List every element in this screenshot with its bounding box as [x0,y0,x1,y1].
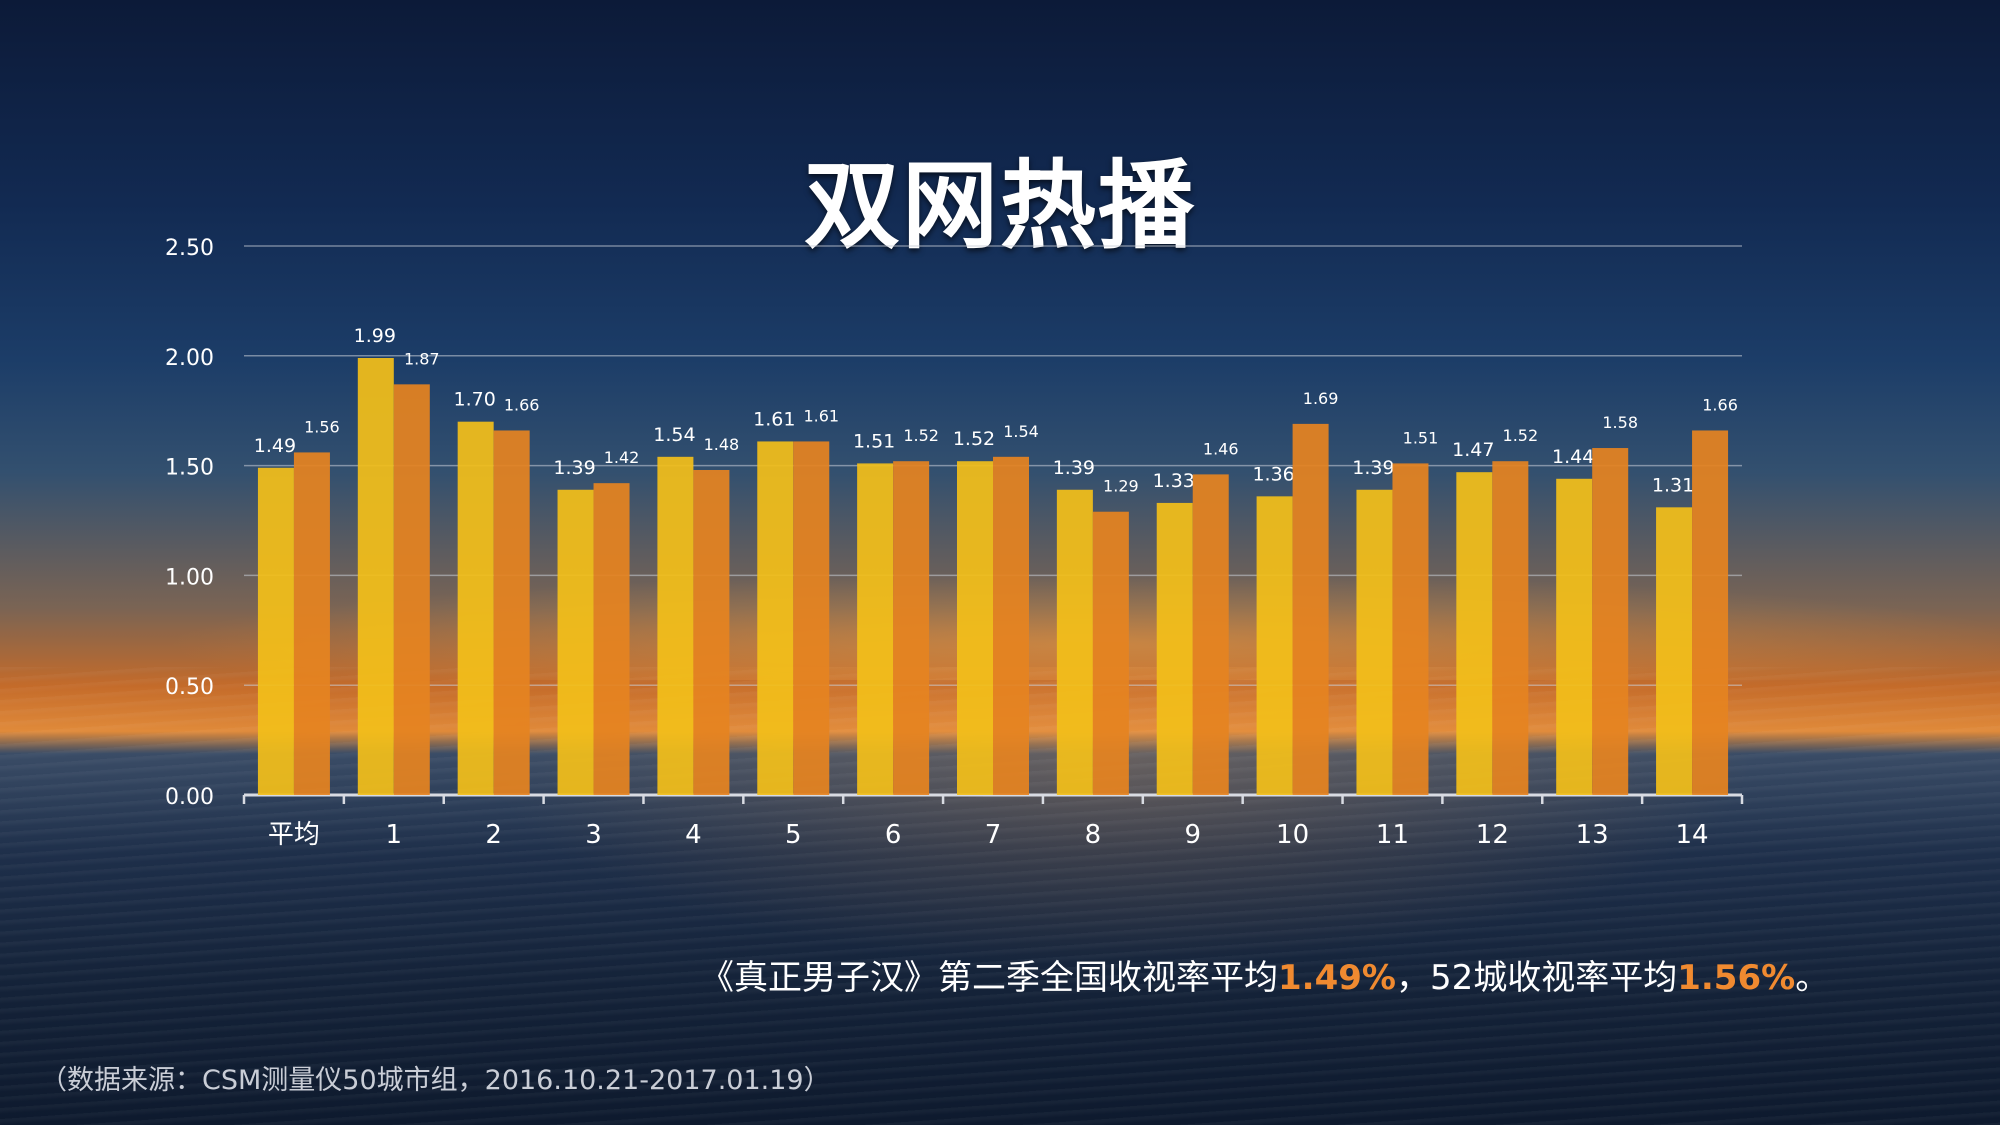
x-tick-label: 3 [585,820,602,850]
data-label-series-b: 1.52 [903,426,939,445]
x-tick-label: 12 [1476,820,1509,850]
bar-series-b [1092,511,1129,795]
summary-city-average: 1.56% [1677,958,1796,998]
bar-series-a [1256,496,1293,795]
summary-suffix: 。 [1795,958,1830,998]
bar-series-a [1456,472,1493,795]
data-label-series-a: 1.54 [653,424,695,446]
bar-series-b [1692,430,1729,795]
x-tick-label: 10 [1276,820,1309,850]
bar-series-b [1492,461,1529,795]
data-label-series-a: 1.44 [1552,446,1594,468]
y-tick-label: 1.50 [165,456,214,481]
bar-series-a [1156,502,1193,795]
x-tick-label: 13 [1576,820,1609,850]
bar-series-b [693,469,730,795]
bar-series-a [1656,507,1693,795]
bar-series-a [557,489,594,795]
data-label-series-a: 1.33 [1153,470,1195,492]
y-tick-label: 0.00 [165,785,214,810]
y-tick-label: 2.50 [165,236,214,261]
data-label-series-b: 1.29 [1103,477,1139,496]
x-tick-label: 11 [1376,820,1409,850]
bar-series-b [493,430,530,795]
x-tick-label: 9 [1184,820,1201,850]
x-tick-label: 4 [685,820,702,850]
x-tick-label: 2 [485,820,502,850]
x-tick-label: 1 [386,820,403,850]
data-label-series-a: 1.39 [1053,457,1095,479]
bar-series-a [1556,478,1593,795]
data-label-series-b: 1.51 [1403,428,1439,447]
data-label-series-b: 1.58 [1602,413,1638,432]
bar-series-a [657,456,694,795]
data-label-series-b: 1.66 [1702,395,1738,414]
x-tick-label: 6 [885,820,902,850]
data-label-series-b: 1.42 [604,448,640,467]
bar-series-a [757,441,794,795]
data-label-series-b: 1.46 [1203,439,1239,458]
data-label-series-a: 1.52 [953,428,995,450]
data-label-series-b: 1.56 [304,417,340,436]
data-label-series-b: 1.87 [404,349,440,368]
bar-series-b [593,483,630,795]
data-label-series-b: 1.52 [1503,426,1539,445]
data-label-series-b: 1.69 [1303,389,1339,408]
bar-series-a [257,467,294,795]
bar-series-b [1292,423,1329,795]
bar-series-b [893,461,930,795]
data-label-series-a: 1.39 [553,457,595,479]
data-label-series-b: 1.66 [504,395,540,414]
summary-prefix: 《真正男子汉》第二季全国收视率平均 [700,958,1278,998]
bar-series-b [1192,474,1229,795]
bar-series-b [293,452,330,795]
bar-series-b [993,456,1029,795]
x-tick-label: 14 [1676,820,1709,850]
x-tick-label: 平均 [268,820,320,850]
data-label-series-a: 1.70 [454,389,496,411]
source-note: （数据来源：CSM测量仪50城市组，2016.10.21-2017.01.19） [40,1065,831,1096]
bar-series-b [1392,463,1429,795]
bar-series-a [957,461,993,795]
data-label-series-a: 1.49 [254,435,296,457]
bar-series-a [457,421,494,795]
page-title: 双网热播 [804,150,1196,262]
summary-middle: ，52城收视率平均 [1395,958,1678,998]
summary-text: 《真正男子汉》第二季全国收视率平均1.49%，52城收视率平均1.56%。 [700,950,1829,999]
data-label-series-b: 1.61 [803,406,839,425]
bar-series-b [393,384,430,795]
data-label-series-a: 1.39 [1352,457,1394,479]
data-label-series-b: 1.54 [1003,422,1039,441]
y-tick-label: 0.50 [165,675,214,700]
x-tick-label: 8 [1085,820,1102,850]
data-label-series-a: 1.36 [1252,463,1294,485]
x-tick-label: 7 [985,820,1002,850]
bar-series-a [1056,489,1093,795]
y-tick-label: 2.00 [165,346,214,371]
bar-series-a [857,463,894,795]
y-tick-label: 1.00 [165,565,214,590]
bar-series-b [793,441,830,795]
data-label-series-a: 1.61 [753,408,795,430]
bar-series-b [1592,448,1629,795]
x-tick-label: 5 [785,820,802,850]
data-label-series-a: 1.99 [354,325,396,347]
bar-series-a [1356,489,1393,795]
data-label-series-a: 1.31 [1652,474,1694,496]
data-label-series-a: 1.47 [1452,439,1494,461]
summary-national-average: 1.49% [1278,958,1396,998]
data-label-series-b: 1.48 [704,435,740,454]
bar-series-a [357,357,394,795]
data-label-series-a: 1.51 [853,430,895,452]
